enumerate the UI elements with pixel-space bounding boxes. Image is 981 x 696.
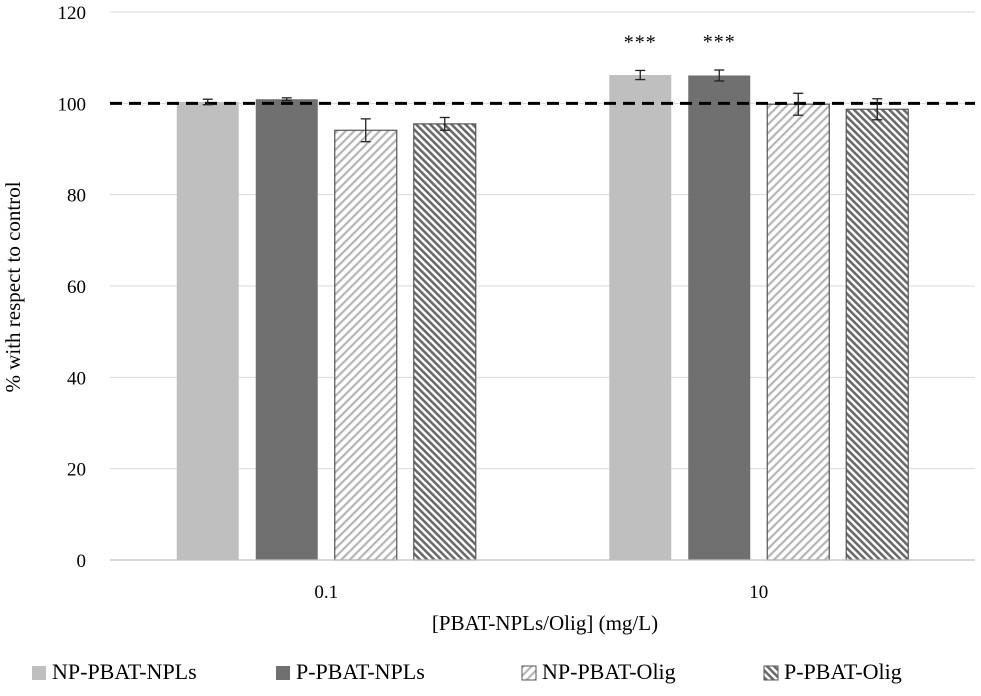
y-tick-label: 80 xyxy=(67,186,86,207)
error-bars: *** *** xyxy=(202,31,883,143)
legend-swatch xyxy=(276,666,290,680)
legend-label: NP-PBAT-NPLs xyxy=(52,659,197,684)
y-tick-label: 20 xyxy=(67,460,86,481)
bar xyxy=(176,101,239,561)
legend-label: NP-PBAT-Olig xyxy=(542,659,676,684)
bar xyxy=(766,103,830,561)
x-tick-label: 10 xyxy=(749,582,768,603)
y-tick-label: 120 xyxy=(58,3,87,24)
axes: 0 20 40 60 80 100 120 0.1 10 xyxy=(58,3,975,603)
x-axis-title: [PBAT-NPLs/Olig] (mg/L) xyxy=(432,611,658,635)
y-tick-label: 60 xyxy=(67,277,86,298)
gridlines xyxy=(110,11,975,470)
bars xyxy=(176,75,909,561)
y-tick-label: 0 xyxy=(77,551,87,572)
y-tick-label: 100 xyxy=(58,94,87,115)
bar xyxy=(845,108,909,561)
x-tick-label: 0.1 xyxy=(314,582,338,603)
y-axis-title: % with respect to control xyxy=(1,181,25,392)
significance-label: *** xyxy=(624,31,657,53)
legend: NP-PBAT-NPLs P-PBAT-NPLs NP-PBAT-Olig P-PBA… xyxy=(32,659,902,684)
bar xyxy=(255,99,318,561)
legend-swatch xyxy=(763,665,779,681)
legend-label: P-PBAT-Olig xyxy=(784,659,902,684)
bar xyxy=(609,75,672,561)
legend-swatch xyxy=(32,666,46,680)
bar xyxy=(334,129,398,561)
y-tick-label: 40 xyxy=(67,368,86,389)
significance-label: *** xyxy=(703,31,736,53)
bar xyxy=(688,75,751,560)
legend-swatch xyxy=(521,665,537,681)
bar xyxy=(413,123,477,561)
legend-label: P-PBAT-NPLs xyxy=(296,659,425,684)
